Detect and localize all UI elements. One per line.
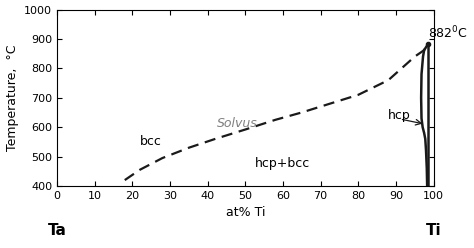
Text: hcp+bcc: hcp+bcc [255,157,310,170]
Text: Ta: Ta [47,223,66,238]
X-axis label: at% Ti: at% Ti [226,206,265,219]
Text: hcp: hcp [388,109,411,122]
Text: Solvus: Solvus [218,117,258,130]
Text: bcc: bcc [140,135,162,148]
Text: Ti: Ti [426,223,441,238]
Text: 882$^0$C: 882$^0$C [428,25,468,41]
Y-axis label: Temperature,  °C: Temperature, °C [6,44,18,151]
